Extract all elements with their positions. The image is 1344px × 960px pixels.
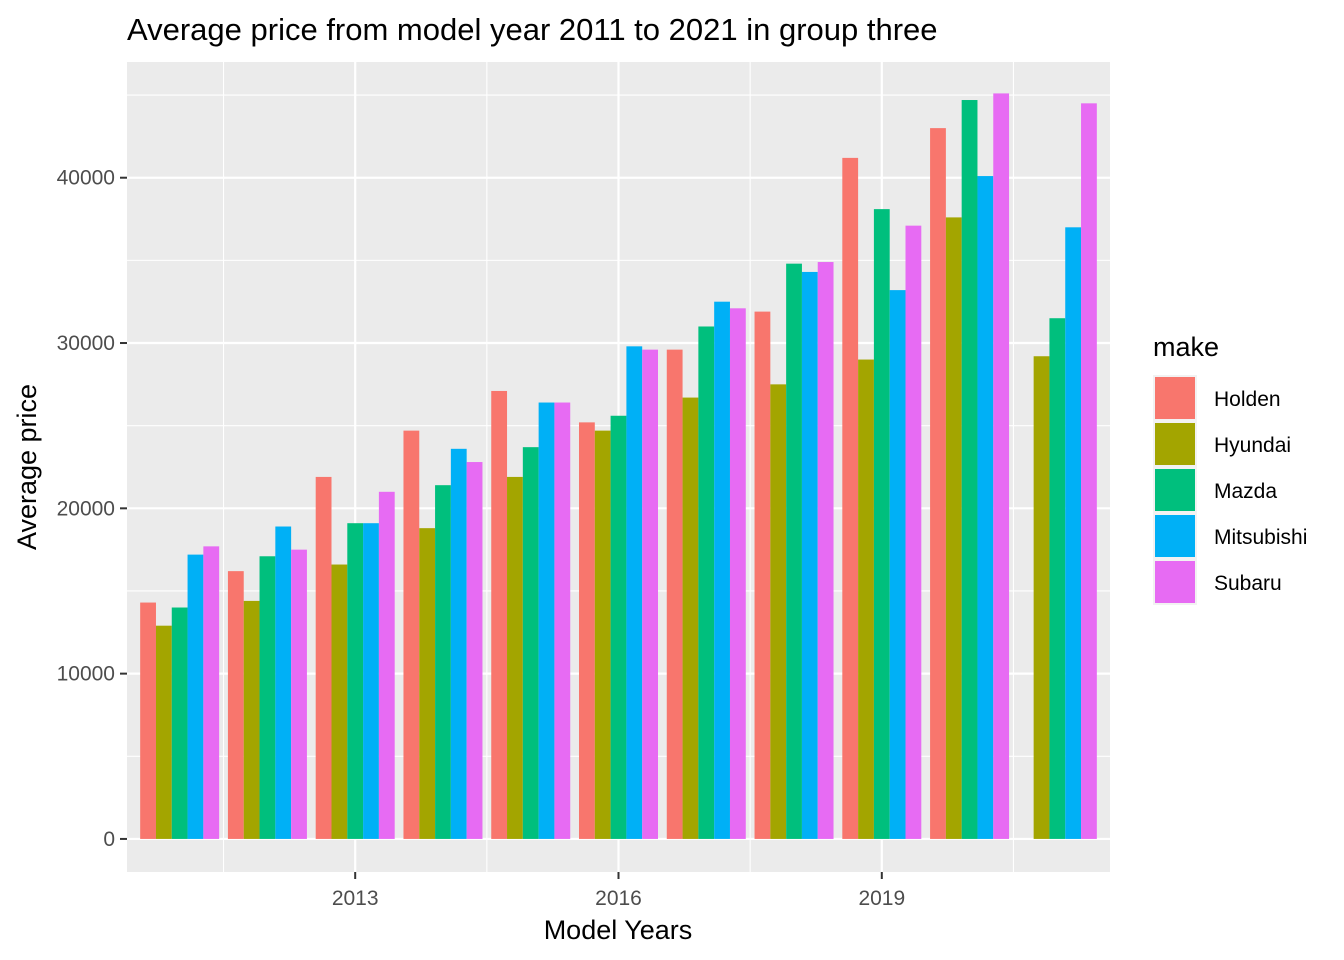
bar-subaru-2013 <box>378 491 395 839</box>
bar-mazda-2014 <box>435 485 451 839</box>
bar-hyundai-2021 <box>1033 356 1050 839</box>
bar-holden-2014 <box>403 430 420 839</box>
bar-hyundai-2011 <box>155 625 172 839</box>
bar-hyundai-2014 <box>419 528 436 839</box>
bar-hyundai-2020 <box>945 217 962 839</box>
legend-label-mazda: Mazda <box>1214 480 1277 503</box>
bar-holden-2015 <box>491 390 508 839</box>
bar-mitsubishi-2013 <box>363 523 379 839</box>
bar-hyundai-2016 <box>594 430 611 839</box>
bar-mazda-2016 <box>610 415 627 839</box>
x-tick-label: 2016 <box>595 887 642 910</box>
chart-title: Average price from model year 2011 to 20… <box>127 12 938 47</box>
bars-layer <box>140 93 1097 839</box>
bar-holden-2013 <box>315 476 332 839</box>
bar-subaru-2020 <box>993 93 1010 839</box>
legend-label-hyundai: Hyundai <box>1214 434 1291 457</box>
bar-hyundai-2019 <box>858 359 874 839</box>
bar-subaru-2015 <box>554 402 571 839</box>
bar-subaru-2014 <box>466 462 483 839</box>
legend-label-holden: Holden <box>1214 388 1281 411</box>
bar-subaru-2012 <box>291 549 307 839</box>
bar-mitsubishi-2015 <box>538 402 555 839</box>
legend-label-subaru: Subaru <box>1214 572 1282 595</box>
legend: make Holden Hyundai Mazda Mitsubishi Subaru <box>1153 332 1307 605</box>
x-axis-title: Model Years <box>544 915 693 945</box>
y-tick-label: 0 <box>103 828 115 851</box>
legend-swatch-mazda <box>1155 469 1195 511</box>
bar-hyundai-2013 <box>331 564 348 839</box>
bar-subaru-2019 <box>905 225 922 839</box>
y-tick-label: 40000 <box>57 167 115 190</box>
bar-holden-2016 <box>579 422 595 839</box>
legend-label-mitsubishi: Mitsubishi <box>1214 526 1307 549</box>
x-tick-label: 2013 <box>332 887 379 910</box>
legend-swatch-mitsubishi <box>1155 515 1195 557</box>
bar-hyundai-2018 <box>770 384 787 839</box>
x-tick-label: 2019 <box>858 887 905 910</box>
bar-hyundai-2017 <box>682 397 699 839</box>
bar-subaru-2011 <box>203 546 220 839</box>
bar-hyundai-2015 <box>507 476 523 839</box>
bar-mazda-2021 <box>1049 318 1066 839</box>
bar-mitsubishi-2012 <box>275 526 292 839</box>
y-tick-label: 20000 <box>57 497 115 520</box>
bar-mazda-2013 <box>347 523 364 839</box>
bar-mazda-2018 <box>786 263 802 839</box>
y-tick-label: 30000 <box>57 332 115 355</box>
bar-mitsubishi-2020 <box>977 176 994 839</box>
bar-holden-2011 <box>140 602 156 839</box>
bar-mitsubishi-2019 <box>889 290 906 839</box>
bar-subaru-2018 <box>817 262 834 839</box>
bar-holden-2020 <box>930 128 946 839</box>
bar-subaru-2016 <box>642 349 658 839</box>
bar-mitsubishi-2016 <box>626 346 643 839</box>
bar-mazda-2020 <box>961 100 978 839</box>
bar-mazda-2019 <box>873 209 890 839</box>
bar-mitsubishi-2018 <box>801 271 818 839</box>
bar-subaru-2021 <box>1081 103 1097 839</box>
bar-holden-2018 <box>754 311 771 839</box>
bar-mitsubishi-2014 <box>450 448 467 839</box>
y-tick-label: 10000 <box>57 663 115 686</box>
bar-mazda-2015 <box>522 447 539 839</box>
bar-subaru-2017 <box>729 308 746 839</box>
bar-mazda-2017 <box>698 326 715 839</box>
y-axis-title: Average price <box>12 384 42 550</box>
bar-holden-2017 <box>666 349 683 839</box>
bar-mitsubishi-2011 <box>187 554 204 839</box>
bar-holden-2019 <box>842 157 859 839</box>
bar-holden-2012 <box>227 571 244 839</box>
axis-layer: 0 10000 20000 30000 40000 2013 2016 2019 <box>57 167 906 910</box>
legend-swatch-subaru <box>1155 561 1195 603</box>
legend-title: make <box>1153 332 1219 362</box>
bar-mazda-2012 <box>259 556 276 839</box>
legend-swatch-hyundai <box>1155 423 1195 465</box>
bar-mazda-2011 <box>171 607 188 839</box>
bar-mitsubishi-2021 <box>1065 227 1082 839</box>
bar-hyundai-2012 <box>243 600 260 839</box>
legend-swatch-holden <box>1155 377 1195 419</box>
bar-mitsubishi-2017 <box>714 301 730 839</box>
